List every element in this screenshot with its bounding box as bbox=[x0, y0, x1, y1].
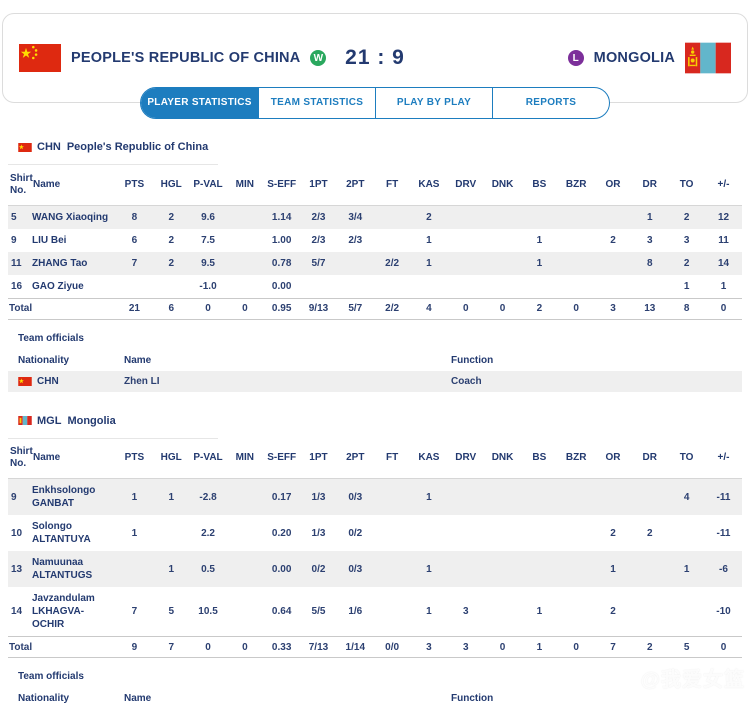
column-header: KAS bbox=[410, 438, 448, 479]
team-officials-label: Team officials bbox=[18, 671, 84, 682]
column-header: Shirt No. bbox=[8, 438, 33, 479]
officials-col-function: Function bbox=[451, 693, 494, 704]
china-flag-icon bbox=[19, 44, 61, 72]
officials-col-name: Name bbox=[124, 354, 152, 366]
officials-col-nationality: Nationality bbox=[18, 354, 70, 366]
officials-header-row: Nationality Name Function bbox=[8, 350, 742, 371]
column-header: DRV bbox=[447, 438, 485, 479]
team-officials-label: Team officials bbox=[18, 332, 84, 344]
china-flag-icon bbox=[18, 376, 32, 386]
column-header: Name bbox=[32, 438, 116, 479]
loss-badge: L bbox=[567, 50, 584, 66]
column-header: S-EFF bbox=[263, 165, 301, 206]
column-header: FT bbox=[373, 438, 411, 479]
officials-row: CHN Zhen LI Coach bbox=[8, 370, 742, 392]
column-header: OR bbox=[594, 438, 632, 479]
player-row: 16 GAO Ziyue -1.0 0.00 1 1 bbox=[11, 280, 727, 292]
column-header: BZR bbox=[557, 165, 595, 206]
total-row: Total 9 7 0 0 0.33 7/13 1/14 0/0 3 3 0 1 0 7 2 5 0 bbox=[8, 636, 742, 658]
win-badge: W bbox=[310, 50, 327, 66]
column-header: DRV bbox=[447, 165, 485, 206]
column-header: Name bbox=[32, 165, 116, 206]
column-header: DR bbox=[631, 438, 669, 479]
stats-body: 9 Enkhsolongo GANBAT 1 1 -2.8 0.17 1/3 0/3 1 4 -11… bbox=[8, 478, 742, 658]
column-header: BS bbox=[520, 165, 558, 206]
column-header: +/- bbox=[705, 438, 742, 479]
column-header: DNK bbox=[484, 438, 521, 479]
player-row: 13 Namuunaa ALTANTUGS 1 0.5 0.00 0/2 0/3 1 1 1 -6 bbox=[8, 551, 742, 587]
column-header: HGL bbox=[152, 165, 190, 206]
player-row: 14 Javzandulam LKHAGVA-OCHIR 7 5 10.5 0.64 5/5… bbox=[11, 593, 731, 630]
player-stats-table-mgl: Shirt No. Name PTS HGL P-VAL MIN S-EFF 1PT 2PT FT… bbox=[8, 438, 742, 658]
tab-reports[interactable]: REPORTS bbox=[492, 88, 609, 118]
team-name: Mongolia bbox=[67, 414, 116, 427]
official-nationality: CHN bbox=[18, 371, 124, 392]
column-header: DR bbox=[631, 165, 669, 206]
team-name: People's Republic of China bbox=[66, 141, 209, 153]
officials-header-row: Nationality Name Function bbox=[8, 688, 742, 705]
column-header: +/- bbox=[705, 165, 742, 206]
tab-team-statistics[interactable]: TEAM STATISTICS bbox=[258, 88, 375, 118]
away-team: L MONGOLIA bbox=[415, 41, 732, 75]
home-team-name: PEOPLE'S REPUBLIC OF CHINA bbox=[71, 50, 301, 66]
player-stats-table-chn: Shirt No. Name PTS HGL P-VAL MIN S-EFF 1PT 2PT FT… bbox=[8, 165, 742, 320]
column-header: KAS bbox=[410, 165, 448, 206]
column-header: MIN bbox=[226, 438, 264, 479]
player-row: 5 WANG Xiaoqing 8 2 9.6 1.14 2/3 3/4 2 1 2 12 bbox=[8, 205, 742, 229]
column-header: Shirt No. bbox=[8, 165, 33, 206]
team-title-mgl: MGL Mongolia bbox=[8, 407, 218, 439]
officials-col-function: Function bbox=[451, 354, 494, 366]
stats-header-row: Shirt No. Name PTS HGL P-VAL MIN S-EFF 1PT 2PT FT… bbox=[8, 438, 742, 479]
officials-col-name: Name bbox=[124, 693, 152, 704]
china-flag-icon bbox=[18, 142, 32, 152]
column-header: P-VAL bbox=[189, 438, 227, 479]
stats-body: 5 WANG Xiaoqing 8 2 9.6 1.14 2/3 3/4 2 1 2 12 9 LIU B… bbox=[8, 205, 742, 320]
mongolia-flag-icon bbox=[685, 42, 732, 74]
column-header: FT bbox=[373, 165, 411, 206]
player-row: 9 LIU Bei 6 2 7.5 1.00 2/3 2/3 1 1 2 3 3 11 bbox=[11, 234, 729, 246]
officials-col-nationality: Nationality bbox=[18, 693, 70, 704]
team-title-chn: CHN People's Republic of China bbox=[8, 133, 218, 165]
column-header: 2PT bbox=[336, 165, 374, 206]
tab-player-statistics[interactable]: PLAYER STATISTICS bbox=[141, 88, 258, 118]
column-header: HGL bbox=[152, 438, 190, 479]
column-header: 2PT bbox=[336, 438, 374, 479]
away-team-name: MONGOLIA bbox=[593, 50, 676, 66]
column-header: TO bbox=[668, 165, 705, 206]
player-row: 9 Enkhsolongo GANBAT 1 1 -2.8 0.17 1/3 0/3 1 4 -11 bbox=[8, 478, 742, 515]
column-header: OR bbox=[594, 165, 632, 206]
column-header: 1PT bbox=[300, 438, 337, 479]
player-statistics-content: CHN People's Republic of China Shirt No. N… bbox=[8, 133, 742, 705]
column-header: BZR bbox=[557, 438, 595, 479]
player-row: 11 ZHANG Tao 7 2 9.5 0.78 5/7 2/2 1 1 8 2 14 bbox=[8, 251, 742, 275]
column-header: DNK bbox=[484, 165, 521, 206]
column-header: MIN bbox=[226, 165, 264, 206]
official-name: Zhen LI bbox=[124, 375, 160, 387]
home-team: PEOPLE'S REPUBLIC OF CHINA W bbox=[19, 44, 335, 72]
team-block-mgl: MGL Mongolia Shirt No. Name PTS HGL P-VAL MIN S… bbox=[8, 407, 742, 705]
column-header: 1PT bbox=[300, 165, 337, 206]
column-header: TO bbox=[668, 438, 705, 479]
team-code: CHN bbox=[37, 141, 61, 153]
official-code: CHN bbox=[37, 375, 59, 387]
team-block-chn: CHN People's Republic of China Shirt No. N… bbox=[8, 133, 742, 392]
team-code: MGL bbox=[37, 414, 62, 427]
official-function: Coach bbox=[451, 375, 482, 387]
tab-play-by-play[interactable]: PLAY BY PLAY bbox=[375, 88, 492, 118]
tabs-pill: PLAYER STATISTICS TEAM STATISTICS PLAY BY … bbox=[140, 87, 610, 119]
match-score: 21 : 9 bbox=[345, 46, 405, 69]
column-header: BS bbox=[520, 438, 558, 479]
column-header: PTS bbox=[116, 438, 153, 479]
column-header: P-VAL bbox=[189, 165, 227, 206]
tab-bar: PLAYER STATISTICS TEAM STATISTICS PLAY BY … bbox=[0, 87, 750, 119]
column-header: S-EFF bbox=[263, 438, 301, 479]
player-row: 10 Solongo ALTANTUYA 1 2.2 0.20 1/3 0/2 2 2 -11 bbox=[11, 521, 731, 545]
stats-header-row: Shirt No. Name PTS HGL P-VAL MIN S-EFF 1PT 2PT FT… bbox=[8, 165, 742, 206]
mongolia-flag-icon bbox=[18, 416, 32, 426]
column-header: PTS bbox=[116, 165, 153, 206]
total-row: Total 21 6 0 0 0.95 9/13 5/7 2/2 4 0 0 2 0 3 13 8 0 bbox=[8, 297, 742, 320]
